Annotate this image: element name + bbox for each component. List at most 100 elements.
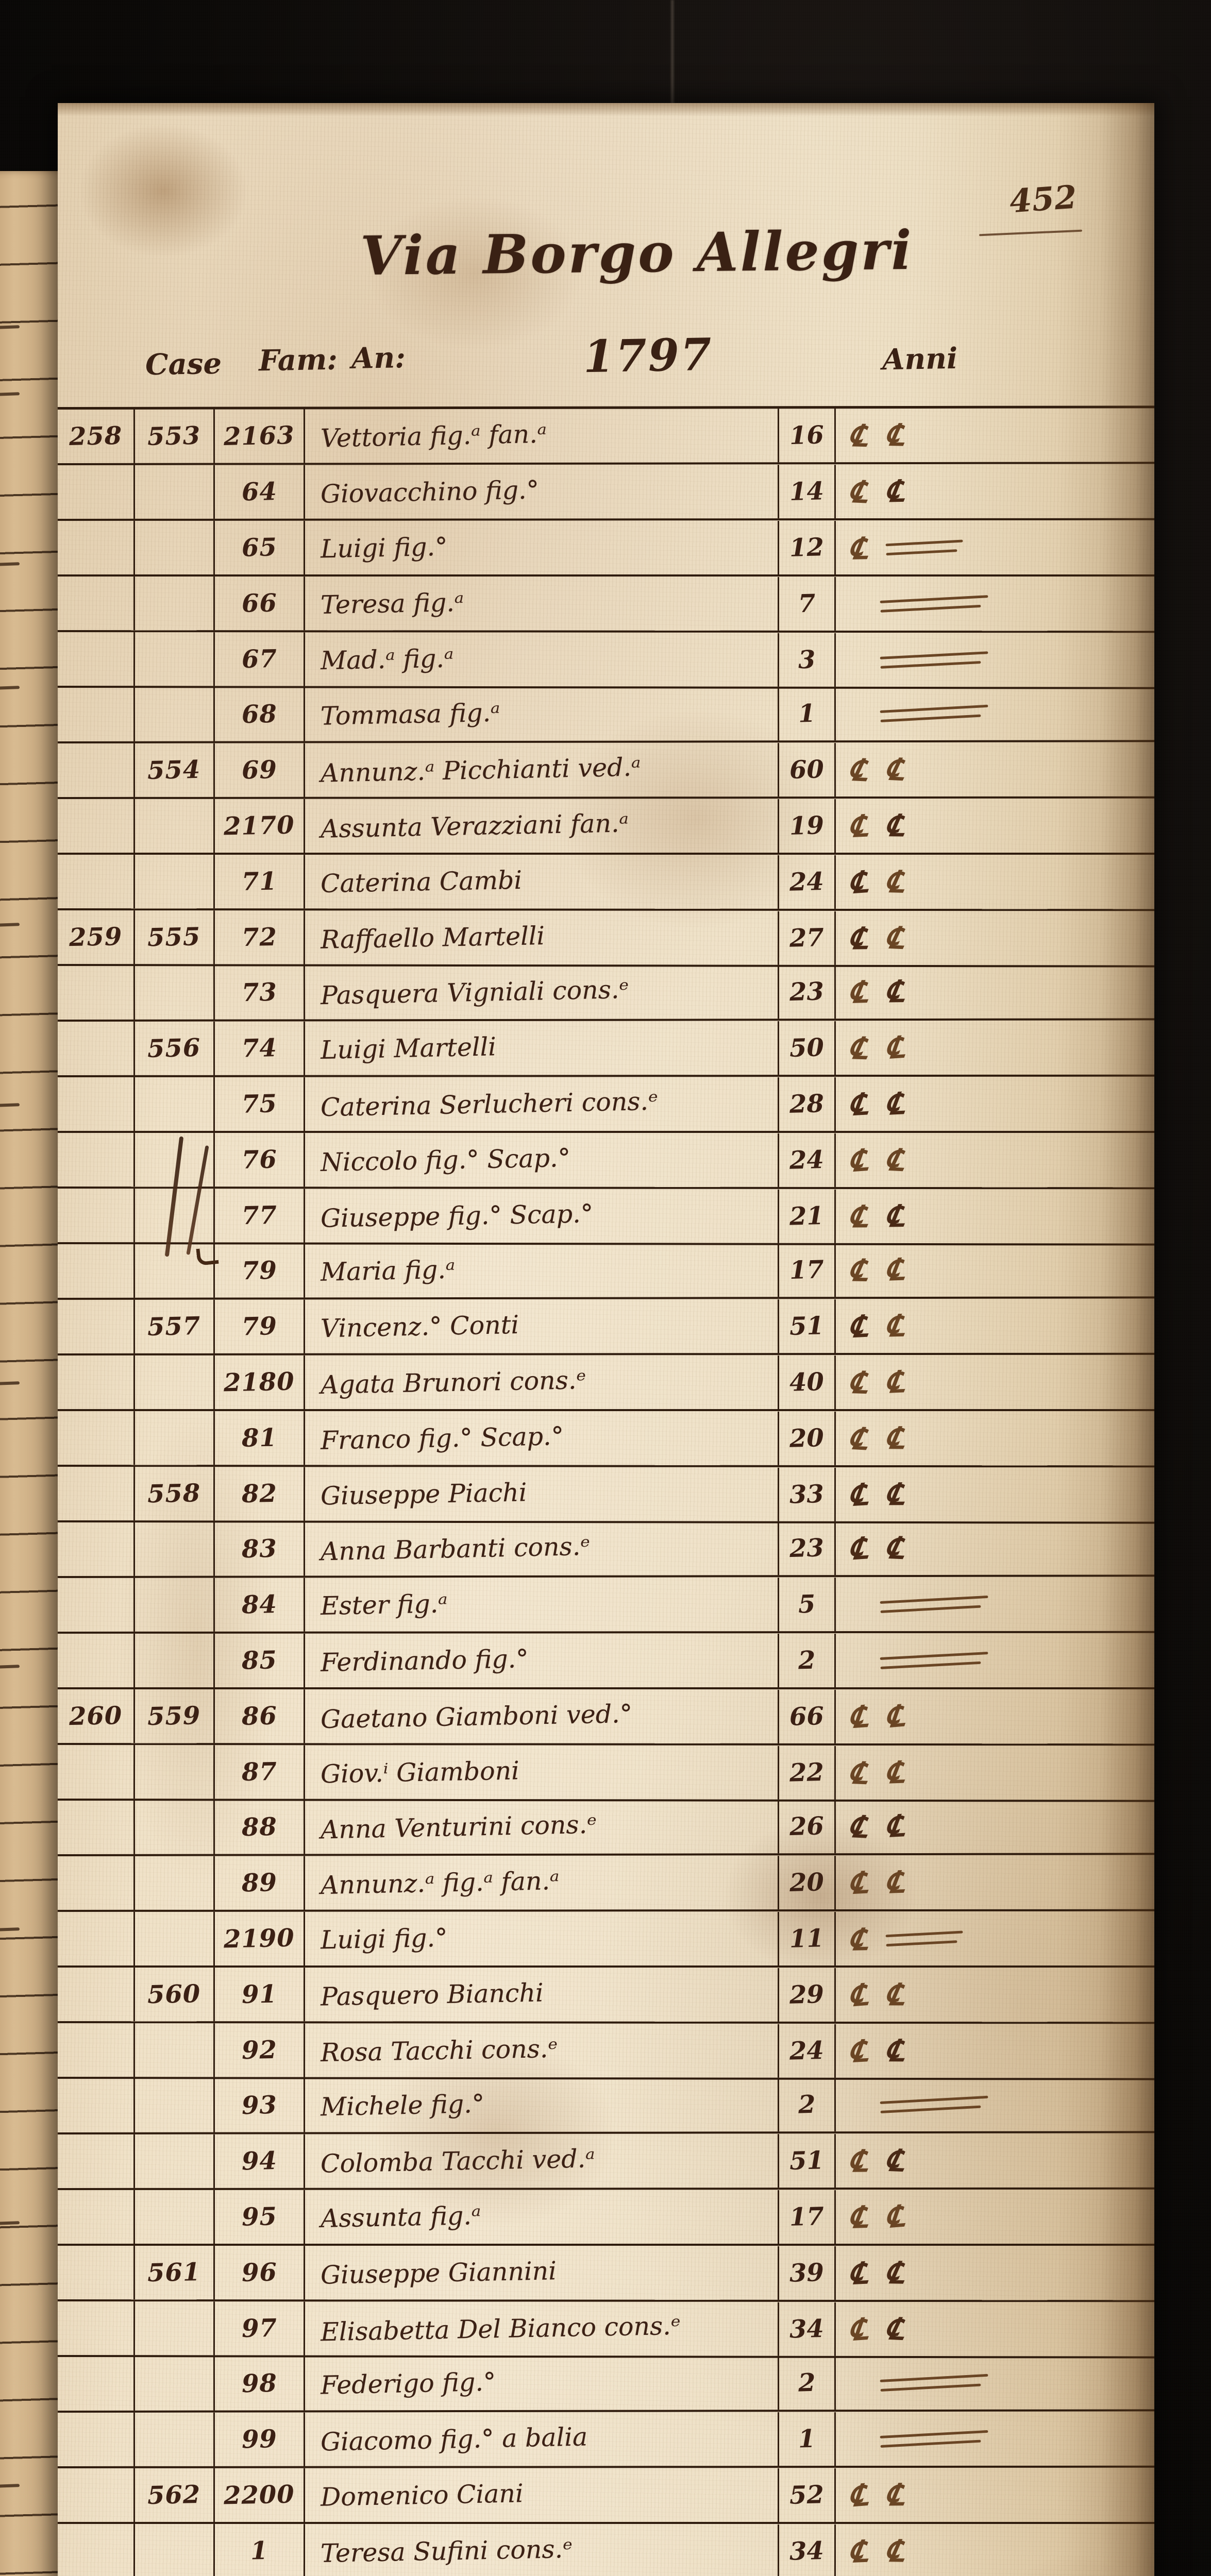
table-row: 94 Colomba Tacchi ved.ᵃ 51 ℄ ℄ [58, 2134, 1154, 2190]
cell-sacraments: ℄ ℄ [836, 1856, 1154, 1909]
communion-mark-icon: ℄ [846, 1423, 872, 1454]
cell-case [58, 2246, 135, 2299]
cell-fam [135, 688, 215, 741]
sacrament-marks [849, 2432, 988, 2446]
sacrament-marks [849, 597, 988, 611]
cell-name: Agata Brunori cons.ᵉ [305, 1355, 779, 1409]
cell-sacraments: ℄ ℄ [836, 1968, 1154, 2022]
cell-fam: 561 [135, 2246, 215, 2299]
cell-case [58, 465, 135, 519]
cell-fam [135, 2023, 215, 2077]
table-row: 556 74 Luigi Martelli 50 ℄ ℄ [58, 1021, 1154, 1077]
cell-fam [135, 2301, 215, 2355]
cell-an: 85 [215, 1634, 305, 1687]
cell-name: Domenico Ciani [305, 2468, 779, 2522]
cell-an: 76 [215, 1133, 305, 1187]
cell-age: 21 [779, 1190, 836, 1243]
cell-case [58, 1801, 135, 1854]
cell-fam [135, 1634, 215, 1687]
cell-fam: 556 [135, 1022, 215, 1075]
cell-fam [135, 1355, 215, 1409]
sacrament-marks: ℄ ℄ [849, 2145, 905, 2176]
cell-name: Colomba Tacchi ved.ᵃ [305, 2134, 779, 2188]
cell-sacraments: ℄ ℄ [836, 855, 1154, 909]
cell-case [58, 632, 135, 686]
header-an: An: [351, 341, 406, 376]
cell-sacraments [836, 1634, 1154, 1687]
cell-age: 17 [779, 2190, 836, 2244]
communion-mark-icon: ℄ [848, 1145, 870, 1176]
cell-sacraments: ℄ ℄ [836, 1299, 1154, 1353]
cell-case [58, 688, 135, 741]
sacrament-marks: ℄ ℄ [849, 1533, 905, 1564]
communion-mark-icon: ℄ [884, 1757, 907, 1788]
sacrament-marks [849, 2376, 988, 2390]
table-row: 2180 Agata Brunori cons.ᵉ 40 ℄ ℄ [58, 1355, 1154, 1411]
cell-fam [135, 1578, 215, 1632]
communion-mark-icon: ℄ [884, 2201, 906, 2232]
table-row: 71 Caterina Cambi 24 ℄ ℄ [58, 855, 1154, 911]
cell-fam [135, 577, 215, 630]
communion-mark-icon: ℄ [848, 1533, 870, 1564]
cell-an: 77 [215, 1189, 305, 1242]
table-row: 93 Michele fig.° 2 [58, 2077, 1154, 2134]
cell-case [58, 1912, 135, 1965]
cell-age: 1 [779, 2412, 836, 2466]
cell-name: Teresa Sufini cons.ᵉ [305, 2524, 779, 2576]
cell-sacraments: ℄ ℄ [836, 1077, 1154, 1131]
table-row: 1 Teresa Sufini cons.ᵉ 34 ℄ ℄ [58, 2524, 1154, 2576]
cell-an: 89 [215, 1856, 305, 1910]
cell-name: Giov.ⁱ Giamboni [305, 1745, 779, 1800]
cell-case: 259 [58, 910, 135, 964]
communion-mark-icon: ℄ [847, 1201, 871, 1231]
cell-name: Federigo fig.° [305, 2356, 779, 2410]
cell-name: Pasquero Bianchi [305, 1968, 779, 2022]
cell-sacraments: ℄ ℄ [836, 911, 1154, 965]
cell-case [58, 2134, 135, 2188]
cell-an: 2180 [215, 1355, 305, 1409]
communion-mark-icon: ℄ [847, 2202, 871, 2232]
cell-name: Annunz.ᵃ Picchianti ved.ᵃ [305, 743, 779, 797]
cell-an: 66 [215, 577, 305, 630]
cell-sacraments: ℄ [836, 1912, 1154, 1965]
communion-mark-icon: ℄ [847, 1868, 870, 1899]
table-row: 92 Rosa Tacchi cons.ᵉ 24 ℄ ℄ [58, 2023, 1154, 2080]
cell-fam: 558 [135, 1467, 215, 1520]
cell-sacraments: ℄ ℄ [836, 799, 1154, 853]
communion-mark-icon: ℄ [883, 754, 909, 785]
cell-case [58, 2079, 135, 2132]
sacrament-marks: ℄ ℄ [849, 1201, 905, 1232]
table-row: 87 Giov.ⁱ Giamboni 22 ℄ ℄ [58, 1745, 1154, 1802]
cell-sacraments: ℄ ℄ [836, 964, 1154, 1019]
table-row: 84 Ester fig.ᵃ 5 [58, 1578, 1154, 1634]
cell-name: Annunz.ᵃ fig.ᵃ fan.ᵃ [305, 1856, 779, 1910]
sacrament-marks: ℄ ℄ [849, 923, 905, 954]
cell-case [58, 521, 135, 574]
cell-an: 81 [215, 1411, 305, 1465]
cell-name: Mad.ᵃ fig.ᵃ [305, 633, 779, 687]
cell-fam [135, 2079, 215, 2132]
absent-dash-icon [880, 651, 989, 669]
sacrament-marks: ℄ ℄ [849, 1255, 905, 1285]
cell-sacraments: ℄ ℄ [836, 2524, 1154, 2576]
manuscript-page-scan: 452 Via Borgo Allegri Case Fam: An: 1797… [0, 0, 1211, 2576]
cell-fam [135, 1077, 215, 1131]
cell-an: 97 [215, 2301, 305, 2355]
cell-case [58, 2524, 135, 2576]
absent-dash-icon [880, 1595, 989, 1613]
cell-age: 24 [779, 1133, 836, 1187]
communion-mark-icon: ℄ [883, 1423, 908, 1453]
communion-mark-icon: ℄ [847, 2536, 870, 2567]
cell-sacraments: ℄ ℄ [836, 1190, 1154, 1244]
cell-sacraments: ℄ ℄ [836, 2190, 1154, 2244]
table-row: 554 69 Annunz.ᵃ Picchianti ved.ᵃ 60 ℄ ℄ [58, 743, 1154, 799]
cell-case [58, 1077, 135, 1131]
cell-sacraments: ℄ ℄ [836, 1021, 1154, 1075]
cell-case [58, 1022, 135, 1075]
cell-age: 27 [779, 911, 836, 965]
table-row: 560 91 Pasquero Bianchi 29 ℄ ℄ [58, 1968, 1154, 2024]
cell-age: 60 [779, 743, 836, 796]
cell-age: 16 [779, 409, 836, 462]
table-row: 98 Federigo fig.° 2 [58, 2355, 1154, 2413]
communion-mark-icon: ℄ [846, 1367, 871, 1398]
